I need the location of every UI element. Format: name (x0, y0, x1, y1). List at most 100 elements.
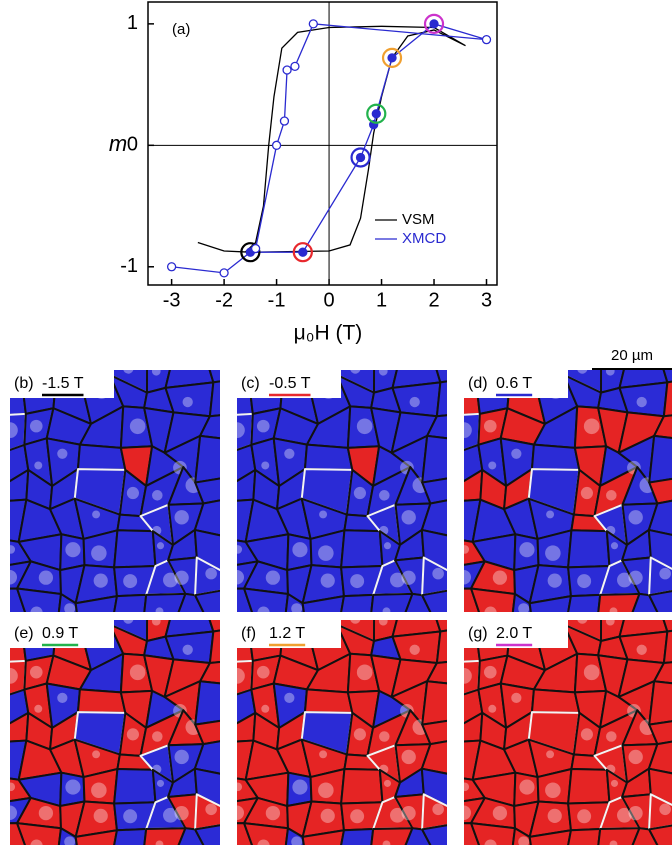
panel-label: (e) (14, 625, 34, 642)
grain (243, 822, 289, 845)
speckle (383, 779, 392, 787)
highlight-ring (292, 242, 313, 263)
micrograph (237, 620, 447, 845)
grain (301, 595, 345, 612)
speckle (93, 808, 108, 823)
speckle (256, 665, 270, 679)
speckle (350, 574, 365, 589)
grain (420, 528, 447, 572)
grain (421, 556, 447, 597)
label-box (237, 370, 341, 398)
speckle (257, 839, 270, 845)
data-point (481, 35, 492, 45)
speckle (284, 692, 295, 703)
speckle (350, 620, 361, 624)
speckle (401, 749, 416, 765)
x-tick-label: 2 (428, 289, 439, 311)
grain (194, 793, 220, 831)
micrograph (464, 620, 672, 845)
speckle (545, 782, 561, 799)
data-point (219, 268, 229, 278)
speckle (92, 510, 101, 519)
speckle (205, 803, 217, 816)
speckle (628, 806, 643, 821)
panel-field: -0.5 T (269, 375, 311, 392)
speckle (379, 731, 390, 742)
speckle (432, 803, 444, 816)
grain (464, 468, 484, 502)
y-tick-label: -1 (120, 255, 138, 277)
speckle (577, 620, 588, 624)
speckle (237, 805, 245, 820)
label-box (237, 620, 341, 648)
speckle (10, 805, 18, 820)
micrograph (464, 370, 672, 612)
grain (74, 829, 118, 845)
grain (597, 827, 641, 845)
speckle (577, 370, 588, 374)
speckle (492, 570, 508, 585)
grain (647, 499, 672, 536)
speckle (636, 396, 647, 408)
series-line (197, 25, 466, 253)
speckle (34, 461, 43, 470)
grain (76, 443, 127, 471)
speckle (379, 490, 390, 501)
label-box (464, 620, 568, 648)
speckle (261, 704, 270, 713)
speckle (580, 486, 593, 500)
grain (76, 688, 127, 714)
grain (421, 719, 447, 746)
speckle (38, 570, 54, 585)
speckle (519, 779, 535, 795)
speckle (383, 542, 392, 550)
grain (631, 592, 659, 612)
grain (237, 468, 257, 502)
speckle (518, 603, 530, 612)
speckle (38, 805, 54, 821)
grain (421, 434, 447, 484)
y-axis-label: m (109, 131, 127, 156)
speckle (320, 808, 335, 823)
grain (653, 661, 672, 685)
speckle (610, 542, 619, 550)
grain (435, 629, 447, 664)
speckle (432, 567, 444, 580)
grain (464, 587, 481, 612)
grain (193, 767, 220, 808)
highlight-ring (423, 13, 445, 34)
data-point (355, 152, 366, 163)
speckle (464, 668, 472, 684)
grain (208, 380, 220, 418)
x-tick-label: 0 (323, 289, 334, 311)
grain (143, 827, 187, 845)
grain (567, 768, 611, 805)
panel-annotation: (a) (172, 21, 190, 38)
grain (284, 827, 305, 845)
grain (237, 711, 257, 743)
grain (404, 592, 432, 612)
data-point (166, 262, 177, 272)
speckle (126, 486, 139, 500)
grain (421, 793, 447, 831)
speckle (488, 704, 497, 713)
grain (511, 592, 532, 612)
speckle (174, 749, 189, 765)
speckle (617, 572, 632, 588)
speckle (237, 668, 245, 684)
speckle (511, 448, 522, 459)
speckle (492, 805, 508, 821)
grain (567, 593, 602, 612)
speckle (401, 570, 416, 585)
speckle (182, 396, 193, 408)
speckle (605, 620, 615, 626)
grain (421, 680, 447, 726)
speckle (519, 542, 535, 558)
grain (237, 822, 254, 845)
data-point (371, 109, 381, 119)
speckle (319, 510, 328, 519)
speckle (484, 839, 497, 845)
grain (567, 529, 611, 569)
grain (340, 593, 375, 612)
